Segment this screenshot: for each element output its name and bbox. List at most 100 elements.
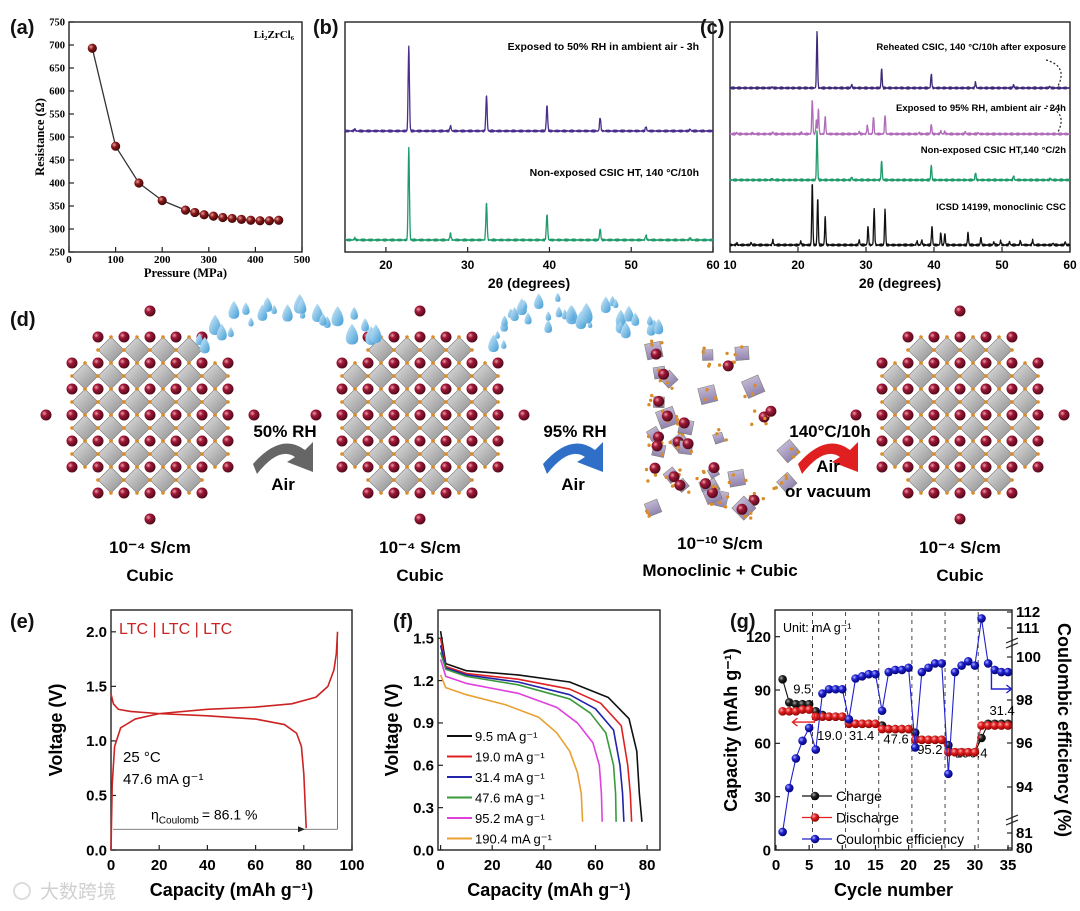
anion [187,413,191,417]
data-point [977,614,986,623]
data-point [957,747,966,757]
water-droplet-icon [580,302,593,324]
octahedron [341,388,369,416]
anion [200,374,204,378]
cation [954,409,966,421]
x-tick-label: 60 [706,258,720,272]
x-tick-label: 400 [247,254,264,266]
cation [440,461,452,473]
x-tick-label: 35 [1000,857,1017,874]
anion [135,439,139,443]
anion [353,439,357,443]
anion [70,374,74,378]
cation [362,383,374,395]
cation [92,487,104,499]
xrd-pattern [729,31,1071,90]
water-droplet-icon [501,339,507,349]
water-droplet-icon [208,314,222,335]
discharge-curve [439,652,617,822]
anion [702,470,706,475]
octahedron [367,466,395,494]
cation [902,331,914,343]
anion [945,465,949,469]
octahedron [985,336,1013,364]
water-droplet-icon [228,300,240,319]
water-droplet-icon [524,312,532,325]
anion [701,350,705,354]
octahedron [123,414,151,442]
anion [483,413,487,417]
anion [749,516,753,520]
cation [388,383,400,395]
cation [144,487,156,499]
anion [109,361,113,365]
rate-label: 47.6 [883,731,908,746]
anion [187,361,191,365]
anion [919,361,923,365]
anion [705,387,709,392]
cation [336,461,348,473]
cation [144,357,156,369]
y-tick-label: 60 [754,736,771,753]
anion [70,452,74,456]
cation [674,479,686,491]
anion [784,477,789,481]
y2-axis-title: Coulombic efficiency (%) [1054,623,1074,837]
anion [932,452,936,456]
data-point [831,684,840,694]
water-droplet-icon [216,323,227,341]
anion [932,348,936,352]
x-tick-label: 80 [295,857,312,874]
state-conductivity: 10⁻¹⁰ S/cm [677,534,763,553]
cation [222,357,234,369]
cation [682,438,694,450]
monoclinic-cluster [643,339,801,521]
anion [997,491,1001,495]
anion [713,396,718,400]
cation [850,409,862,421]
cation [144,409,156,421]
anion [958,478,962,482]
data-point [930,735,940,745]
octahedron [393,414,421,442]
cation [92,461,104,473]
anion [109,491,113,495]
watermark-text: 大数跨境 [40,881,116,903]
x-tick-label: 25 [933,857,950,874]
cation [196,461,208,473]
water-droplets-1 [195,293,382,354]
anion [174,452,178,456]
anion [109,387,113,391]
data-point [851,674,860,683]
discharge-curve [439,631,643,822]
water-droplet-icon [545,311,552,321]
anion [984,478,988,482]
octahedron [123,440,151,468]
x-tick-label: 80 [639,857,656,874]
xrd-pattern [344,45,714,133]
y-tick-label: 2.0 [86,624,107,641]
octahedron [933,414,961,442]
anion [379,361,383,365]
data-point [937,659,947,668]
step-medium: Air [271,475,295,494]
anion [945,335,949,339]
anion [717,428,721,432]
water-droplet-icon [242,302,250,315]
x-tick-label: 20 [791,258,805,272]
water-droplet-icon [495,330,500,339]
octahedron [445,388,473,416]
rate-label: 9.5 [793,682,811,697]
anion [906,374,910,378]
cation [980,409,992,421]
octahedron [97,388,125,416]
cation [414,383,426,395]
octahedron [201,362,229,390]
anion [418,478,422,482]
anion [971,439,975,443]
cation [928,357,940,369]
anion [743,514,747,519]
anion [647,403,651,407]
cation [650,348,662,360]
